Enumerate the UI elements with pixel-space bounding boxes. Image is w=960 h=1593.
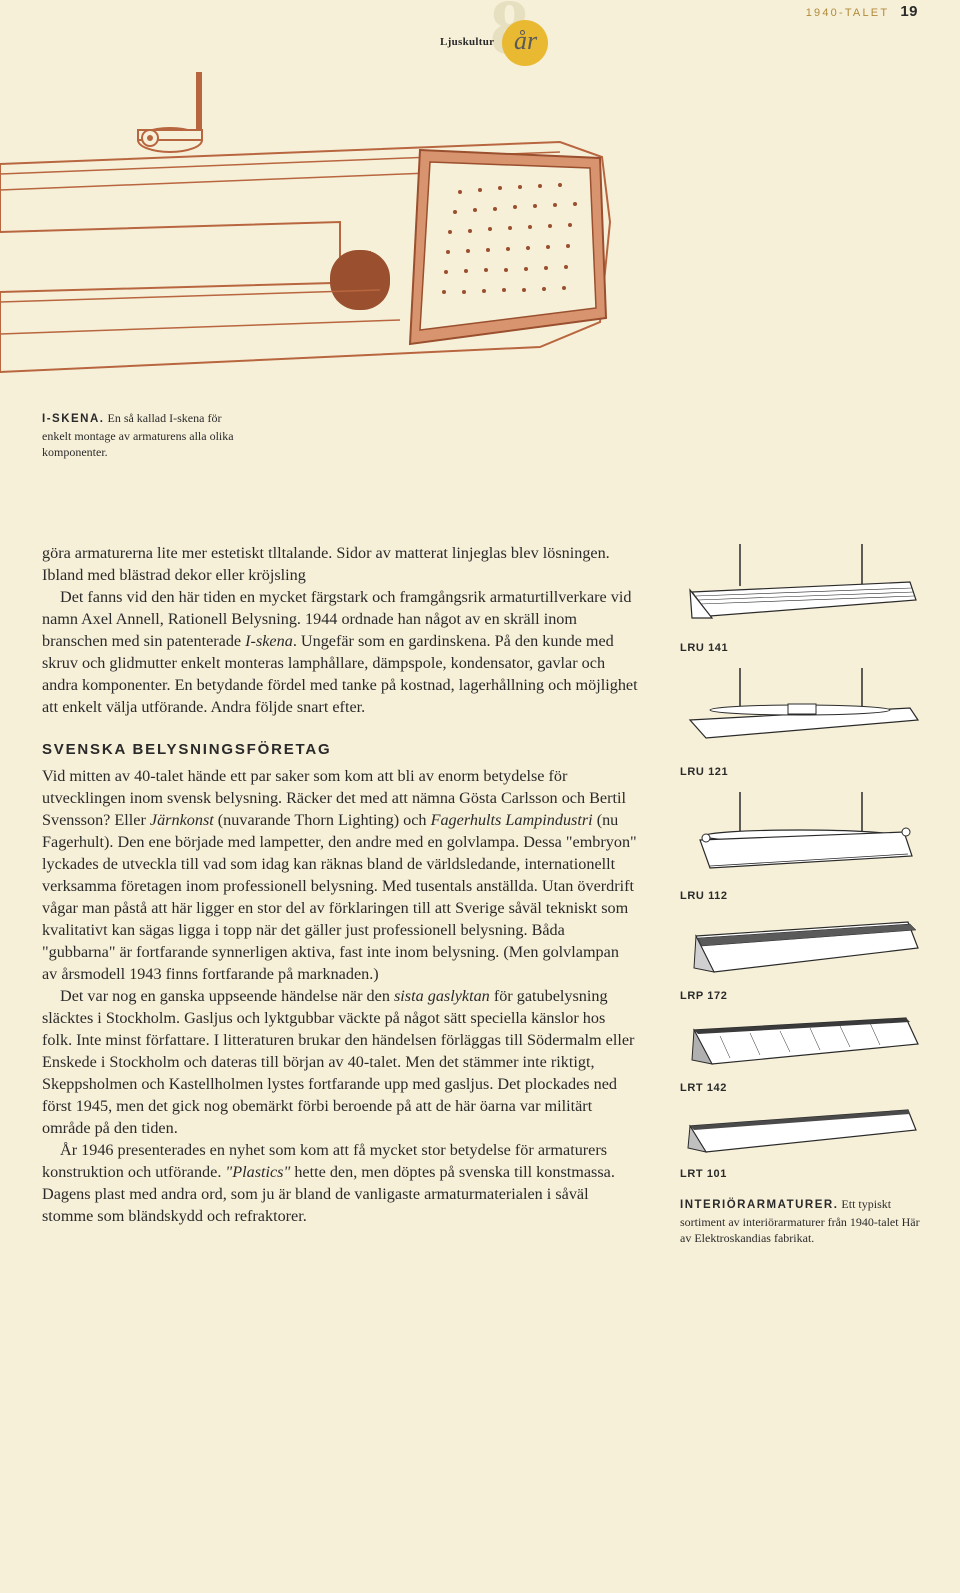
body-para-3: Vid mitten av 40-talet hände ett par sak…: [42, 765, 638, 985]
fixture-illustration: [680, 916, 922, 988]
fixture-label: LRT 142: [680, 1082, 922, 1094]
body-para-2: Det fanns vid den här tiden en mycket fä…: [42, 586, 638, 718]
footer-page-number: 19: [900, 3, 918, 20]
fixture-lrt101: LRT 101: [680, 1108, 922, 1180]
fixture-label: LRU 112: [680, 890, 922, 902]
magazine-logo: 8 år Ljuskultur: [440, 0, 580, 70]
fixture-lru121: LRU 121: [680, 668, 922, 778]
fixture-label: LRU 141: [680, 642, 922, 654]
caption-title: INTERIÖRARMATURER.: [680, 1199, 838, 1211]
logo-brand: Ljuskultur: [440, 36, 494, 48]
fixture-label: LRT 101: [680, 1168, 922, 1180]
caption-iskena: I-SKENA. En så kallad I-skena för enkelt…: [42, 410, 252, 460]
hero-illustration-iskena: [0, 72, 620, 382]
caption-fixtures: INTERIÖRARMATURER. Ett typiskt sortiment…: [680, 1196, 922, 1246]
fixture-lrp172: LRP 172: [680, 916, 922, 1002]
sidebar-fixtures: LRU 141 LRU 121 LRU 112: [680, 544, 922, 1246]
fixture-illustration: [680, 792, 922, 888]
logo-years-suffix: år: [514, 26, 537, 56]
fixture-illustration: [680, 544, 922, 640]
article-body: göra armaturerna lite mer estetiskt tllt…: [42, 542, 638, 1227]
fixture-label: LRP 172: [680, 990, 922, 1002]
body-para-5: År 1946 presenterades en nyhet som kom a…: [42, 1139, 638, 1227]
footer: 1940-TALET 19: [806, 3, 918, 20]
fixture-lru112: LRU 112: [680, 792, 922, 902]
body-para-1: göra armaturerna lite mer estetiskt tllt…: [42, 542, 638, 586]
fixture-illustration: [680, 1016, 922, 1080]
footer-decade-label: 1940-TALET: [806, 7, 889, 19]
fixture-lrt142: LRT 142: [680, 1016, 922, 1094]
caption-title: I-SKENA.: [42, 413, 104, 425]
fixture-lru141: LRU 141: [680, 544, 922, 654]
section-heading: SVENSKA BELYSNINGSFÖRETAG: [42, 740, 638, 760]
fixture-illustration: [680, 1108, 922, 1166]
body-para-4: Det var nog en ganska uppseende händelse…: [42, 985, 638, 1139]
fixture-label: LRU 121: [680, 766, 922, 778]
fixture-illustration: [680, 668, 922, 764]
